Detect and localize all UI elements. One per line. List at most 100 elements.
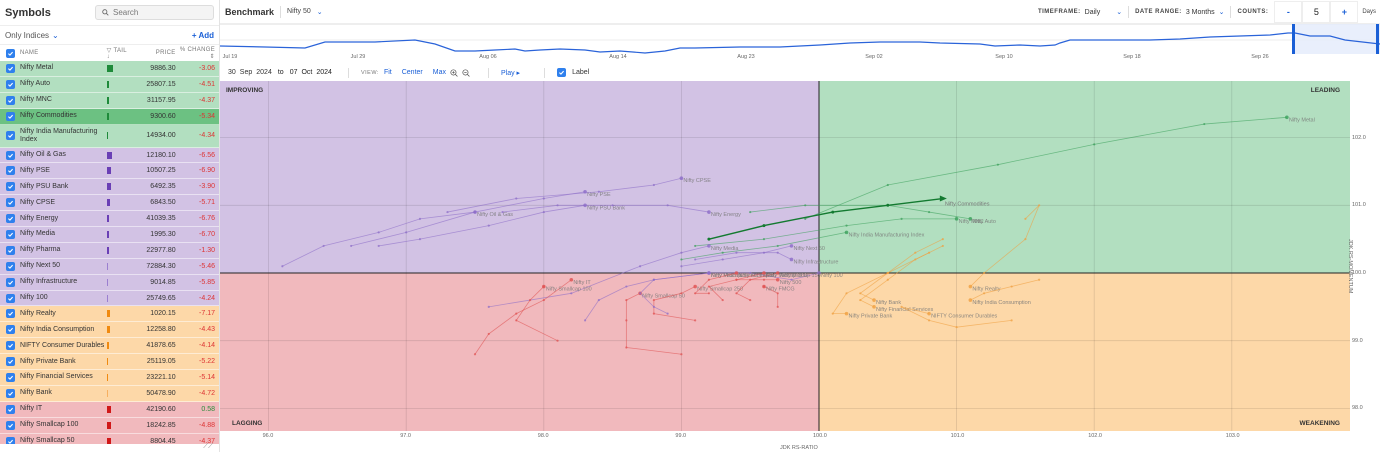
- symbol-row[interactable]: Nifty India Consumption 12258.80 -4.43: [0, 322, 219, 339]
- symbol-row[interactable]: Nifty Private Bank 25119.05 -5.22: [0, 354, 219, 371]
- row-checkbox[interactable]: [6, 436, 15, 444]
- row-checkbox[interactable]: [6, 182, 15, 192]
- row-checkbox[interactable]: [6, 150, 15, 160]
- symbol-row[interactable]: Nifty Media 1995.30 -6.70: [0, 227, 219, 243]
- tail-point: [941, 238, 944, 241]
- increment-button[interactable]: +: [1330, 1, 1359, 23]
- date-range-dropdown[interactable]: 3 Months ⌄: [1182, 8, 1225, 17]
- counts-input[interactable]: 5: [1302, 1, 1331, 23]
- label-checkbox[interactable]: [557, 68, 567, 77]
- symbol-row[interactable]: Nifty IT 42190.60 0.58: [0, 401, 219, 418]
- row-checkbox[interactable]: [6, 372, 15, 382]
- symbol-row[interactable]: Nifty Energy 41039.35 -6.76: [0, 211, 219, 228]
- timeframe-dropdown[interactable]: Daily ⌄: [1081, 8, 1122, 17]
- row-checkbox[interactable]: [6, 388, 15, 398]
- benchmark-sparkline[interactable]: [220, 24, 1380, 64]
- row-checkbox[interactable]: [6, 420, 15, 430]
- symbol-row[interactable]: Nifty Bank 50478.90 -4.72: [0, 385, 219, 402]
- tail-point: [721, 251, 724, 254]
- divider: [280, 5, 282, 18]
- change-column-header[interactable]: % CHANGE ⇕: [176, 47, 219, 60]
- row-checkbox[interactable]: [6, 229, 15, 239]
- decrement-button[interactable]: -: [1274, 1, 1303, 23]
- tail-line: [805, 116, 1287, 220]
- tail-indicator: [106, 96, 131, 104]
- range-handle-right[interactable]: [1376, 24, 1379, 54]
- fit-button[interactable]: Fit: [383, 69, 392, 76]
- row-checkbox[interactable]: [6, 341, 15, 351]
- play-button[interactable]: Play ▸: [500, 69, 521, 77]
- chevron-down-icon: ⌄: [1218, 9, 1225, 16]
- symbol-row[interactable]: Nifty MNC 31157.95 -4.37: [0, 92, 219, 109]
- symbol-row[interactable]: Nifty PSE 10507.25 -6.90: [0, 163, 219, 180]
- series-label: Nifty Smallcap 100: [546, 287, 592, 293]
- tail-bar-icon: [106, 294, 108, 302]
- tail-bar-icon: [106, 64, 113, 72]
- symbol-change: -4.51: [199, 80, 215, 88]
- zoom-in-icon[interactable]: [450, 68, 458, 77]
- row-checkbox[interactable]: [6, 63, 15, 73]
- row-checkbox[interactable]: [6, 111, 15, 121]
- row-checkbox[interactable]: [6, 325, 15, 335]
- tail-column-header[interactable]: ▽ TAIL ↓: [107, 47, 131, 60]
- max-button[interactable]: Max: [432, 69, 446, 76]
- row-checkbox[interactable]: [6, 166, 15, 176]
- symbol-row[interactable]: Nifty Oil & Gas 12180.10 -6.56: [0, 147, 219, 164]
- row-checkbox[interactable]: [6, 245, 15, 255]
- symbol-row[interactable]: Nifty PSU Bank 6492.35 -3.90: [0, 179, 219, 196]
- row-checkbox[interactable]: [6, 261, 15, 271]
- date-from[interactable]: 30 Sep 2024: [226, 69, 274, 76]
- row-checkbox[interactable]: [6, 293, 15, 303]
- tail-point: [542, 210, 545, 214]
- benchmark-dropdown[interactable]: Nifty 50 ⌄: [287, 8, 323, 16]
- price-column-header[interactable]: PRICE: [155, 50, 176, 56]
- symbol-row[interactable]: Nifty Metal 9886.30 -3.06: [0, 61, 219, 77]
- symbol-row[interactable]: Nifty CPSE 6843.50 -5.71: [0, 195, 219, 212]
- row-checkbox[interactable]: [6, 95, 15, 105]
- tail-head: [872, 298, 876, 302]
- symbol-row[interactable]: Nifty Smallcap 50 8804.45 -4.37: [0, 433, 219, 444]
- row-checkbox[interactable]: [6, 214, 15, 224]
- indices-filter-dropdown[interactable]: Only Indices ⌄: [5, 31, 59, 40]
- benchmark-toolbar: Benchmark Nifty 50 ⌄ TIMEFRAME: Daily ⌄ …: [220, 0, 1380, 24]
- symbol-row[interactable]: Nifty Auto 25807.15 -4.51: [0, 76, 219, 93]
- row-checkbox[interactable]: [6, 357, 15, 367]
- tail-line: [970, 279, 1040, 301]
- row-checkbox[interactable]: [6, 131, 15, 141]
- symbol-row[interactable]: Nifty India Manufacturing Index 14934.00 -…: [0, 124, 219, 148]
- x-tick-label: 100.0: [813, 433, 827, 439]
- rrg-chart[interactable]: Nifty Metal Nifty Auto Nifty MNC Nifty Indi…: [220, 81, 1380, 452]
- symbol-change: 0.58: [201, 405, 215, 413]
- symbol-row[interactable]: Nifty Financial Services 23221.10 -5.14: [0, 370, 219, 386]
- symbol-price: 22977.80: [146, 246, 176, 254]
- center-button[interactable]: Center: [401, 69, 423, 76]
- series-label: Nifty Commodities: [945, 202, 990, 208]
- symbol-row[interactable]: Nifty Pharma 22977.80 -1.30: [0, 242, 219, 259]
- symbol-row[interactable]: Nifty Infrastructure 9014.85 -5.85: [0, 274, 219, 291]
- range-handle-left[interactable]: [1292, 24, 1295, 54]
- symbol-row[interactable]: Nifty Realty 1020.15 -7.17: [0, 306, 219, 323]
- row-checkbox[interactable]: [6, 309, 15, 319]
- row-checkbox[interactable]: [6, 404, 15, 414]
- symbol-row[interactable]: Nifty 100 25749.65 -4.24: [0, 290, 219, 307]
- row-checkbox[interactable]: [6, 277, 15, 287]
- row-checkbox[interactable]: [6, 79, 15, 89]
- check-icon: [8, 216, 14, 221]
- resize-handle-icon[interactable]: ⟋⟋: [203, 443, 213, 450]
- symbol-name: Nifty Smallcap 50: [20, 437, 75, 444]
- symbol-row[interactable]: Nifty Smallcap 100 18242.85 -4.88: [0, 417, 219, 434]
- symbol-row[interactable]: NIFTY Consumer Durables 41878.65 -4.14: [0, 338, 219, 355]
- add-symbol-button[interactable]: + Add: [191, 30, 214, 40]
- symbol-row[interactable]: Nifty Commodities 9300.60 -5.34: [0, 108, 219, 125]
- selected-range[interactable]: [1293, 24, 1380, 54]
- row-checkbox[interactable]: [6, 198, 15, 208]
- symbol-row[interactable]: Nifty Next 50 72884.30 -5.46: [0, 258, 219, 275]
- sparkline-date-tick: Jul 19: [222, 54, 238, 60]
- search-input[interactable]: Search: [95, 5, 214, 20]
- zoom-out-icon[interactable]: [462, 68, 470, 77]
- select-all-checkbox[interactable]: [6, 48, 15, 58]
- date-to[interactable]: 07 Oct 2024: [288, 69, 334, 76]
- name-column-header[interactable]: NAME: [20, 50, 39, 56]
- label-toggle[interactable]: Label: [557, 68, 589, 77]
